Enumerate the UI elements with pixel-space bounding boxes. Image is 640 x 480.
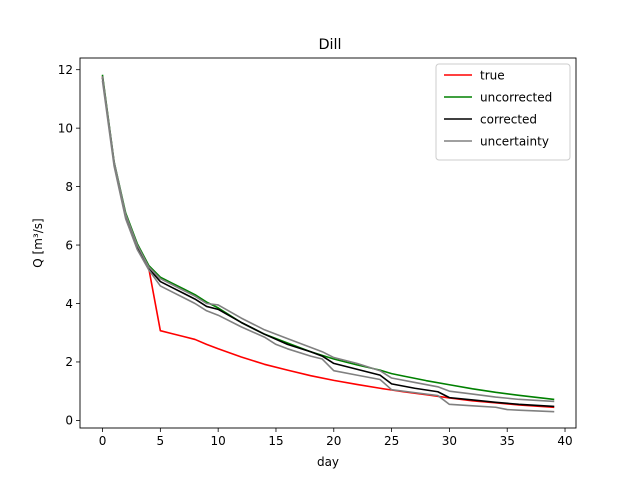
x-tick-label: 30 [442,434,457,448]
y-axis: 0 2 4 6 8 10 12 [58,63,80,428]
x-tick-label: 25 [384,434,399,448]
series-line-uncertainty [101,80,555,413]
y-tick-label: 12 [58,63,73,77]
chart-title: Dill [318,37,341,53]
legend-box [435,63,571,161]
legend-label: uncertainty [480,135,549,149]
x-tick-label: 10 [211,434,226,448]
y-axis-label: Q [m³/s] [31,218,45,267]
x-tick-label: 35 [500,434,515,448]
x-tick-label: 5 [157,434,165,448]
y-tick-label: 2 [65,355,73,369]
series-line-corrected [101,77,555,408]
legend: true uncorrected corrected uncertainty [435,63,571,161]
legend-label: uncorrected [480,91,552,105]
x-tick-label: 40 [557,434,572,448]
axes-frame [79,57,577,429]
x-tick-label: 15 [268,434,283,448]
plot-series [101,74,555,413]
y-tick-label: 4 [65,297,73,311]
series-line-true [101,76,555,409]
y-tick-label: 8 [65,180,73,194]
y-tick-label: 10 [58,121,73,135]
x-axis-label: day [317,455,339,469]
series-line-band-4 [101,76,555,403]
legend-label: corrected [480,113,537,127]
y-tick-label: 6 [65,238,73,252]
y-tick-label: 0 [65,414,73,428]
x-tick-label: 0 [99,434,107,448]
legend-label: true [480,69,505,83]
x-tick-label: 20 [326,434,341,448]
x-axis: 0 5 10 15 20 25 30 35 40 [99,428,573,448]
